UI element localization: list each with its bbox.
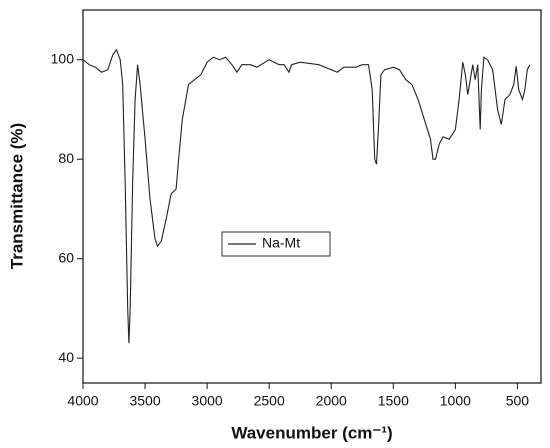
x-tick-label: 500 bbox=[506, 393, 530, 409]
x-tick-label: 4000 bbox=[67, 393, 98, 409]
y-tick-label: 80 bbox=[58, 150, 74, 166]
x-axis-title: Wavenumber (cm⁻¹) bbox=[231, 423, 392, 442]
plot-frame bbox=[82, 9, 542, 384]
x-tick-label: 1500 bbox=[378, 393, 409, 409]
spectrum-line bbox=[82, 48, 531, 344]
x-tick-label: 2000 bbox=[316, 393, 347, 409]
x-tick-label: 1000 bbox=[440, 393, 471, 409]
legend-label: Na-Mt bbox=[262, 235, 300, 251]
x-tick-label: 2500 bbox=[254, 393, 285, 409]
y-tick-label: 60 bbox=[58, 249, 74, 265]
x-tick-label: 3000 bbox=[192, 393, 223, 409]
y-tick-label: 40 bbox=[58, 349, 74, 365]
y-axis-title: Transmittance (%) bbox=[7, 123, 26, 269]
y-tick-label: 100 bbox=[51, 50, 75, 66]
x-tick-label: 3500 bbox=[129, 393, 160, 409]
